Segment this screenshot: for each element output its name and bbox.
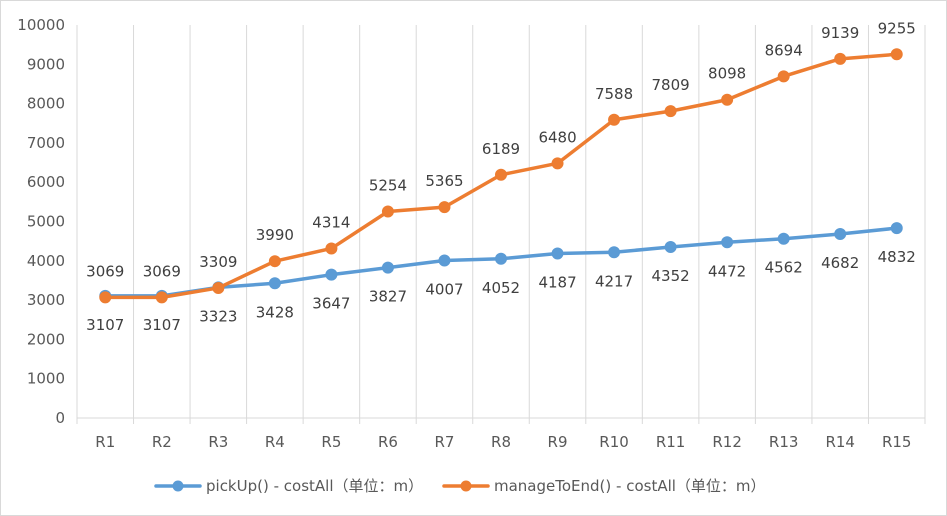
- series-2-point: [99, 291, 112, 304]
- y-tick-label: 7000: [27, 134, 65, 152]
- x-tick-label: R8: [491, 433, 511, 451]
- x-tick-label: R14: [825, 433, 855, 451]
- x-tick-label: R1: [95, 433, 115, 451]
- series-2-point: [438, 201, 451, 214]
- series-2-point: [325, 242, 338, 255]
- y-tick-label: 8000: [27, 95, 65, 113]
- series-2-point: [212, 281, 225, 294]
- series-2-point: [608, 113, 621, 126]
- series-1-point: [325, 268, 338, 281]
- legend-marker-1: [172, 480, 184, 492]
- x-tick-label: R2: [152, 433, 172, 451]
- x-tick-label: R3: [208, 433, 228, 451]
- series-2-data-label: 3069: [143, 262, 181, 280]
- series-2-data-label: 3990: [256, 226, 294, 244]
- legend-marker-2: [460, 480, 472, 492]
- series-2-point: [721, 93, 734, 106]
- series-2-data-label: 7809: [652, 76, 690, 94]
- series-2-data-label: 4314: [312, 213, 350, 231]
- series-1-data-label: 4187: [538, 273, 576, 291]
- series-2-point: [155, 291, 168, 304]
- series-1-point: [777, 232, 790, 245]
- series-1-data-label: 4562: [765, 259, 803, 277]
- x-tick-label: R15: [882, 433, 912, 451]
- x-tick-label: R13: [769, 433, 799, 451]
- y-tick-label: 0: [55, 409, 65, 427]
- series-2-data-label: 5254: [369, 177, 407, 195]
- series-2-data-label: 3069: [86, 262, 124, 280]
- series-2-data-label: 7588: [595, 85, 633, 103]
- series-1-data-label: 3647: [312, 295, 350, 313]
- series-2-point: [777, 70, 790, 83]
- series-1-data-label: 3323: [199, 307, 237, 325]
- series-1-data-label: 4007: [425, 281, 463, 299]
- series-1-point: [721, 236, 734, 249]
- y-tick-label: 1000: [27, 370, 65, 388]
- series-1-data-label: 4832: [878, 248, 916, 266]
- series-1-data-label: 4472: [708, 262, 746, 280]
- series-2-point: [381, 205, 394, 218]
- series-2-data-label: 9139: [821, 24, 859, 42]
- series-2-data-label: 6480: [538, 128, 576, 146]
- x-tick-label: R7: [434, 433, 454, 451]
- y-tick-label: 2000: [27, 330, 65, 348]
- x-tick-label: R4: [265, 433, 285, 451]
- y-tick-label: 3000: [27, 291, 65, 309]
- x-tick-label: R11: [656, 433, 686, 451]
- series-1-point: [608, 246, 621, 259]
- series-1-data-label: 3107: [86, 316, 124, 334]
- series-1-point: [890, 222, 903, 235]
- series-2-data-label: 5365: [425, 172, 463, 190]
- series-2-point: [268, 255, 281, 268]
- series-1-point: [381, 261, 394, 274]
- y-tick-label: 9000: [27, 55, 65, 73]
- y-tick-label: 5000: [27, 213, 65, 231]
- series-1-data-label: 3428: [256, 303, 294, 321]
- series-2-point: [495, 168, 507, 181]
- series-1-data-label: 3107: [143, 316, 181, 334]
- y-tick-label: 10000: [17, 16, 65, 34]
- series-2-data-label: 8098: [708, 65, 746, 83]
- series-1-data-label: 4352: [652, 267, 690, 285]
- series-2-point: [551, 157, 564, 170]
- legend-label-2: manageToEnd() - costAll（单位：m）: [494, 477, 766, 495]
- series-2-data-label: 8694: [765, 41, 803, 59]
- series-2-point: [890, 48, 903, 61]
- y-tick-label: 6000: [27, 173, 65, 191]
- x-tick-label: R12: [712, 433, 742, 451]
- series-1-point: [551, 247, 564, 260]
- legend-label-1: pickUp() - costAll（单位：m）: [206, 477, 423, 495]
- series-1-data-label: 4682: [821, 254, 859, 272]
- series-1-point: [664, 240, 677, 253]
- series-1-point: [495, 252, 507, 265]
- x-tick-label: R9: [548, 433, 568, 451]
- series-1-data-label: 4052: [482, 279, 520, 297]
- x-tick-label: R10: [599, 433, 629, 451]
- series-2-data-label: 6189: [482, 140, 520, 158]
- series-2-point: [834, 52, 847, 65]
- series-2-data-label: 3309: [199, 253, 237, 271]
- series-1-point: [438, 254, 451, 267]
- series-2-point: [664, 105, 677, 118]
- x-tick-label: R5: [321, 433, 341, 451]
- series-2-data-label: 9255: [878, 19, 916, 37]
- y-tick-label: 4000: [27, 252, 65, 270]
- series-1-point: [834, 227, 847, 240]
- series-1-data-label: 4217: [595, 272, 633, 290]
- x-tick-label: R6: [378, 433, 398, 451]
- series-1-data-label: 3827: [369, 288, 407, 306]
- series-1-point: [268, 277, 281, 290]
